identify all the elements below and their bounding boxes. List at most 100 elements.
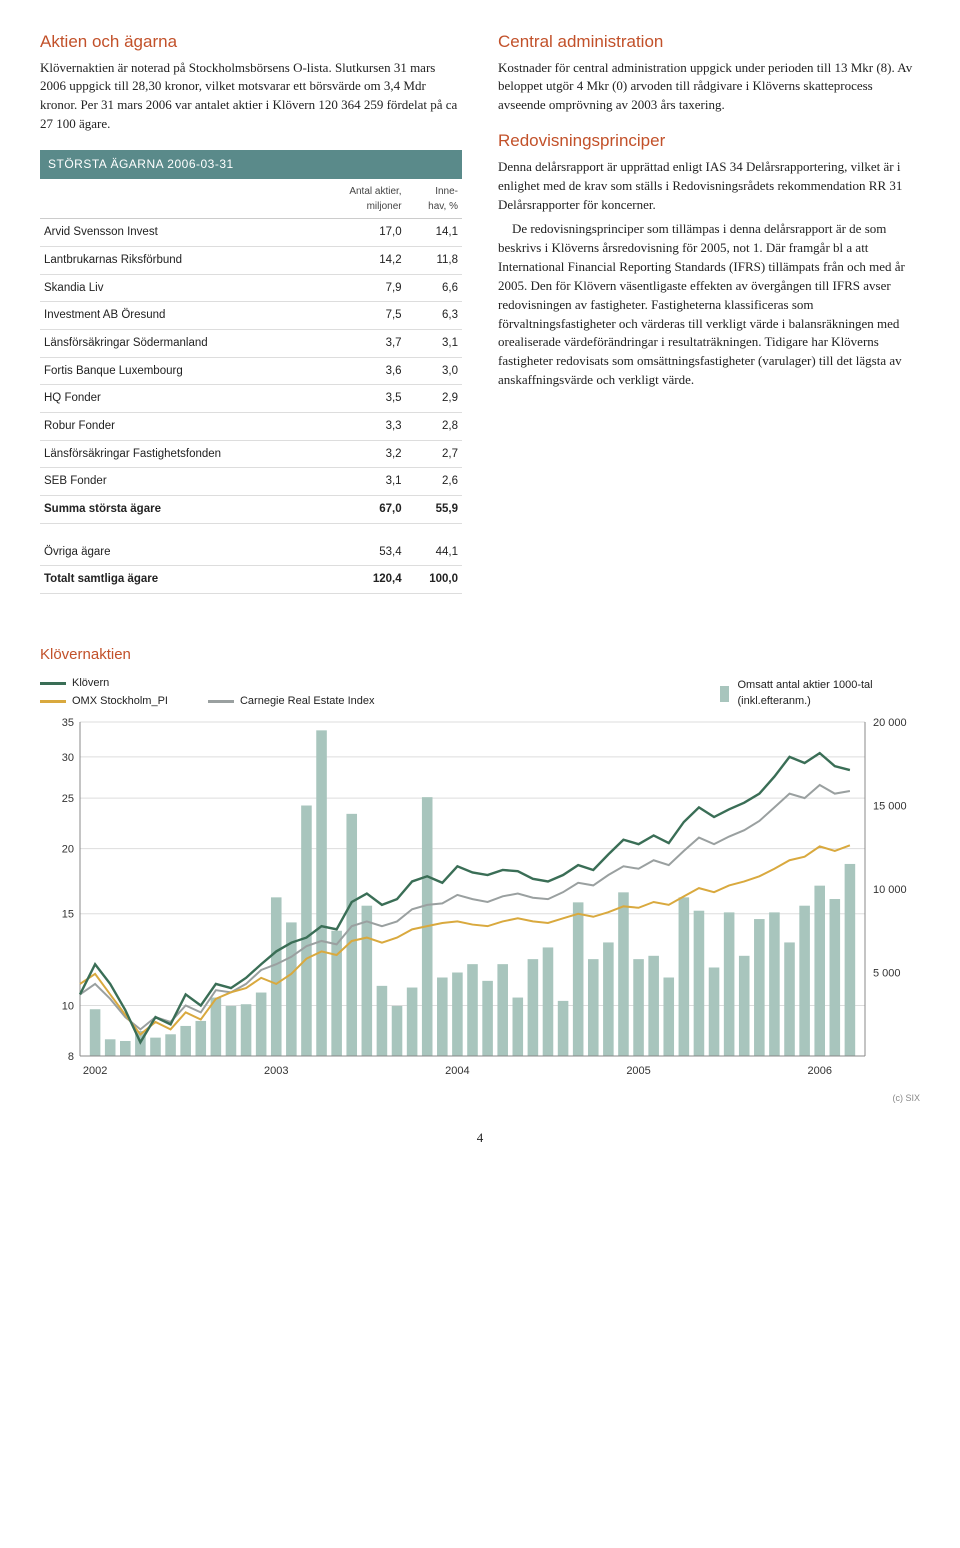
- table-cell: 67,0: [316, 496, 406, 524]
- table-cell: 120,4: [316, 566, 406, 594]
- owners-table-title: STÖRSTA ÄGARNA 2006-03-31: [40, 150, 462, 179]
- svg-text:30: 30: [62, 752, 74, 764]
- chart-legend: Klövern OMX Stockholm_PI Carnegie Real E…: [40, 676, 920, 710]
- table-cell: SEB Fonder: [40, 468, 316, 496]
- table-cell: 14,1: [406, 219, 462, 247]
- legend-carnegie-label: Carnegie Real Estate Index: [240, 694, 375, 710]
- table-cell: 3,5: [316, 385, 406, 413]
- table-row: Robur Fonder3,32,8: [40, 413, 462, 441]
- svg-text:10: 10: [62, 1000, 74, 1012]
- table-cell: Summa största ägare: [40, 496, 316, 524]
- right-paragraph-1: Kostnader för central administration upp…: [498, 59, 920, 116]
- legend-volume: Omsatt antal aktier 1000-tal (inkl.efter…: [720, 678, 920, 710]
- right-paragraph-2: Denna delårsrapport är upprättad enligt …: [498, 158, 920, 215]
- table-cell: 3,1: [316, 468, 406, 496]
- table-cell: Länsförsäkringar Södermanland: [40, 330, 316, 358]
- table-row: SEB Fonder3,12,6: [40, 468, 462, 496]
- legend-omx-label: OMX Stockholm_PI: [72, 694, 168, 710]
- table-cell: 2,8: [406, 413, 462, 441]
- table-cell: 3,1: [406, 330, 462, 358]
- svg-text:8: 8: [68, 1051, 74, 1063]
- svg-text:15: 15: [62, 909, 74, 921]
- table-cell: Investment AB Öresund: [40, 302, 316, 330]
- table-cell: 2,7: [406, 440, 462, 468]
- owners-table: Antal aktier, miljoner Inne- hav, % Arvi…: [40, 179, 462, 594]
- page-number: 4: [40, 1129, 920, 1148]
- right-heading-1: Central administration: [498, 30, 920, 55]
- chart-copyright: (c) SIX: [40, 1092, 920, 1105]
- table-row: Övriga ägare53,444,1: [40, 539, 462, 566]
- table-row: Summa största ägare67,055,9: [40, 496, 462, 524]
- table-cell: Länsförsäkringar Fastighetsfonden: [40, 440, 316, 468]
- table-cell: 2,6: [406, 468, 462, 496]
- col-pct-l1: Inne-: [435, 186, 458, 197]
- svg-text:20: 20: [62, 843, 74, 855]
- svg-text:35: 35: [62, 717, 74, 729]
- legend-carnegie: Carnegie Real Estate Index: [208, 694, 375, 710]
- swatch-carnegie: [208, 700, 234, 703]
- table-row: Totalt samtliga ägare120,4100,0: [40, 566, 462, 594]
- svg-text:5 000: 5 000: [873, 967, 901, 979]
- col-shares-l2: miljoner: [367, 201, 402, 212]
- chart-title: Klövernaktien: [40, 644, 920, 666]
- table-cell: 11,8: [406, 247, 462, 275]
- table-cell: Skandia Liv: [40, 274, 316, 302]
- swatch-volume: [720, 686, 729, 702]
- table-cell: Totalt samtliga ägare: [40, 566, 316, 594]
- table-cell: 14,2: [316, 247, 406, 275]
- svg-text:2003: 2003: [264, 1065, 288, 1077]
- table-cell: 100,0: [406, 566, 462, 594]
- legend-volume-label: Omsatt antal aktier 1000-tal (inkl.efter…: [737, 678, 920, 710]
- table-cell: Arvid Svensson Invest: [40, 219, 316, 247]
- table-cell: 3,6: [316, 357, 406, 385]
- table-cell: 6,3: [406, 302, 462, 330]
- right-paragraph-3: De redovisningsprinciper som tillämpas i…: [498, 220, 920, 390]
- stock-chart-section: Klövernaktien Klövern OMX Stockholm_PI C…: [40, 644, 920, 1105]
- table-cell: 3,2: [316, 440, 406, 468]
- table-row: Skandia Liv7,96,6: [40, 274, 462, 302]
- table-cell: Fortis Banque Luxembourg: [40, 357, 316, 385]
- right-heading-2: Redovisningsprinciper: [498, 129, 920, 154]
- left-paragraph: Klövernaktien är noterad på Stockholmsbö…: [40, 59, 462, 134]
- table-cell: Robur Fonder: [40, 413, 316, 441]
- stock-chart: 8 10 15 20 25 30 35 5 000 10 000 15 000 20 000 2002…: [40, 714, 920, 1084]
- svg-text:2006: 2006: [807, 1065, 831, 1077]
- swatch-omx: [40, 700, 66, 703]
- left-heading: Aktien och ägarna: [40, 30, 462, 55]
- table-cell: 3,3: [316, 413, 406, 441]
- col-name: [40, 179, 316, 219]
- svg-text:15 000: 15 000: [873, 800, 907, 812]
- table-cell: 3,7: [316, 330, 406, 358]
- table-row: Länsförsäkringar Fastighetsfonden3,22,7: [40, 440, 462, 468]
- svg-text:10 000: 10 000: [873, 884, 907, 896]
- table-cell: 53,4: [316, 539, 406, 566]
- table-cell: 17,0: [316, 219, 406, 247]
- table-row: Arvid Svensson Invest17,014,1: [40, 219, 462, 247]
- table-cell: 44,1: [406, 539, 462, 566]
- swatch-klovern: [40, 682, 66, 685]
- legend-omx: OMX Stockholm_PI: [40, 694, 168, 710]
- svg-text:2002: 2002: [83, 1065, 107, 1077]
- svg-text:20 000: 20 000: [873, 717, 907, 729]
- svg-text:2004: 2004: [445, 1065, 469, 1077]
- table-row: Fortis Banque Luxembourg3,63,0: [40, 357, 462, 385]
- legend-klovern-label: Klövern: [72, 676, 109, 692]
- col-pct-l2: hav, %: [428, 201, 458, 212]
- col-shares-l1: Antal aktier,: [349, 186, 401, 197]
- table-cell: 7,9: [316, 274, 406, 302]
- table-row: Länsförsäkringar Södermanland3,73,1: [40, 330, 462, 358]
- svg-text:25: 25: [62, 793, 74, 805]
- legend-klovern: Klövern: [40, 676, 168, 692]
- table-cell: Lantbrukarnas Riksförbund: [40, 247, 316, 275]
- table-row: Investment AB Öresund7,56,3: [40, 302, 462, 330]
- table-cell: Övriga ägare: [40, 539, 316, 566]
- table-row: HQ Fonder3,52,9: [40, 385, 462, 413]
- table-cell: 55,9: [406, 496, 462, 524]
- table-row: Lantbrukarnas Riksförbund14,211,8: [40, 247, 462, 275]
- col-shares: Antal aktier, miljoner: [316, 179, 406, 219]
- table-cell: 2,9: [406, 385, 462, 413]
- table-cell: 3,0: [406, 357, 462, 385]
- table-cell: 6,6: [406, 274, 462, 302]
- table-cell: 7,5: [316, 302, 406, 330]
- svg-text:2005: 2005: [626, 1065, 650, 1077]
